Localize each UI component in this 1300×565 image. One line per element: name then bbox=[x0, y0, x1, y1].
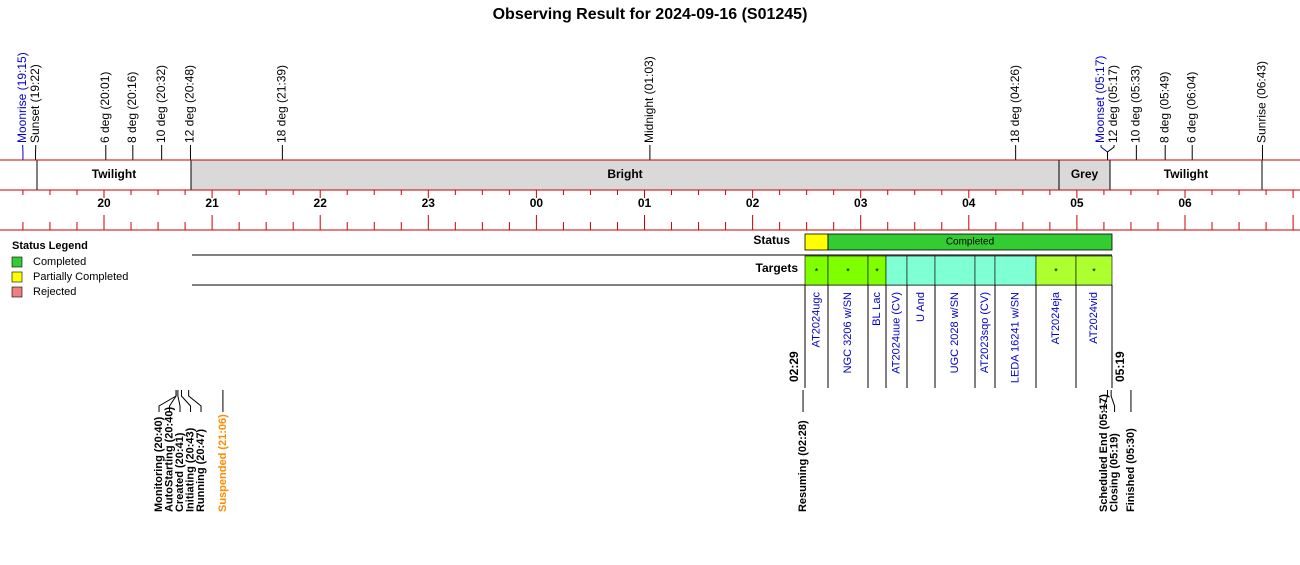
legend-title: Status Legend bbox=[12, 240, 88, 252]
hour-label: 23 bbox=[422, 196, 436, 210]
sky-event-label: 6 deg (20:01) bbox=[98, 72, 112, 143]
target-mark: * bbox=[1092, 266, 1096, 276]
window-start: 02:29 bbox=[787, 351, 801, 382]
status-label: Status bbox=[753, 233, 790, 247]
sky-event-label: 18 deg (04:26) bbox=[1008, 65, 1022, 143]
status-segment bbox=[805, 234, 828, 250]
sky-band-label: Twilight bbox=[1164, 167, 1208, 181]
legend-swatch bbox=[12, 257, 22, 267]
title: Observing Result for 2024-09-16 (S01245) bbox=[493, 6, 808, 23]
sky-event-label: Moonrise (19:15) bbox=[15, 52, 29, 143]
target-mark: * bbox=[815, 266, 819, 276]
run-event-label: Closing (05:19) bbox=[1108, 433, 1120, 512]
run-event-label: Finished (05:30) bbox=[1125, 428, 1137, 512]
target-name: AT2024eja bbox=[1050, 291, 1062, 344]
target-mark: * bbox=[846, 266, 850, 276]
target-name: AT2023sqo (CV) bbox=[979, 292, 991, 373]
hour-label: 04 bbox=[962, 196, 976, 210]
hour-label: 22 bbox=[314, 196, 328, 210]
run-event-label: Resuming (02:28) bbox=[797, 420, 809, 512]
sky-event-label: Midnight (01:03) bbox=[642, 56, 656, 143]
sky-event-label: 12 deg (05:17) bbox=[1106, 65, 1120, 143]
legend-label: Partially Completed bbox=[33, 271, 128, 283]
hour-label: 03 bbox=[854, 196, 868, 210]
sky-event-label: 8 deg (20:16) bbox=[125, 72, 139, 143]
run-event-tick bbox=[178, 390, 180, 412]
target-cell bbox=[935, 256, 975, 285]
legend-swatch bbox=[12, 287, 22, 297]
target-cell bbox=[975, 256, 995, 285]
target-mark: * bbox=[1054, 266, 1058, 276]
target-name: U And bbox=[915, 292, 927, 322]
sky-event-label: 10 deg (05:33) bbox=[1129, 65, 1143, 143]
target-name: LEDA 16241 w/SN bbox=[1009, 292, 1021, 383]
run-event-label: Running (20:47) bbox=[195, 429, 207, 512]
hour-label: 06 bbox=[1178, 196, 1192, 210]
hour-label: 01 bbox=[638, 196, 652, 210]
hour-label: 21 bbox=[205, 196, 219, 210]
sky-event-label: Moonset (05:17) bbox=[1093, 56, 1107, 143]
target-name: NGC 3206 w/SN bbox=[842, 292, 854, 373]
sky-event-label: 8 deg (05:49) bbox=[1157, 72, 1171, 143]
sky-band-label: Grey bbox=[1071, 167, 1099, 181]
sky-event-label: Sunset (19:22) bbox=[28, 64, 42, 143]
target-name: AT2024uue (CV) bbox=[890, 292, 902, 374]
window-end: 05:19 bbox=[1113, 351, 1127, 382]
status-segment-label: Completed bbox=[946, 237, 994, 248]
target-cell bbox=[886, 256, 907, 285]
target-name: AT2024vid bbox=[1088, 292, 1100, 344]
sky-band-label: Bright bbox=[607, 167, 642, 181]
legend-swatch bbox=[12, 272, 22, 282]
legend-label: Completed bbox=[33, 256, 86, 268]
run-event-tick bbox=[1111, 390, 1114, 412]
sky-event-label: 6 deg (06:04) bbox=[1184, 72, 1198, 143]
hour-label: 20 bbox=[97, 196, 111, 210]
sky-event-tick bbox=[1101, 145, 1108, 160]
target-name: BL Lac bbox=[871, 292, 883, 326]
hour-label: 02 bbox=[746, 196, 760, 210]
sky-event-label: 12 deg (20:48) bbox=[183, 65, 197, 143]
sky-event-label: Sunrise (06:43) bbox=[1255, 61, 1269, 143]
sky-band-label: Twilight bbox=[92, 167, 136, 181]
hour-label: 00 bbox=[530, 196, 544, 210]
sky-event-tick bbox=[1108, 145, 1115, 160]
target-name: UGC 2028 w/SN bbox=[949, 292, 961, 373]
target-name: AT2024ugc bbox=[810, 292, 822, 348]
target-mark: * bbox=[875, 266, 879, 276]
sky-event-label: 18 deg (21:39) bbox=[275, 65, 289, 143]
sky-event-label: 10 deg (20:32) bbox=[154, 65, 168, 143]
legend-label: Rejected bbox=[33, 286, 76, 298]
target-cell bbox=[907, 256, 935, 285]
hour-label: 05 bbox=[1070, 196, 1084, 210]
run-event-label: Suspended (21:06) bbox=[217, 414, 229, 512]
targets-label: Targets bbox=[756, 261, 799, 275]
target-cell bbox=[995, 256, 1036, 285]
